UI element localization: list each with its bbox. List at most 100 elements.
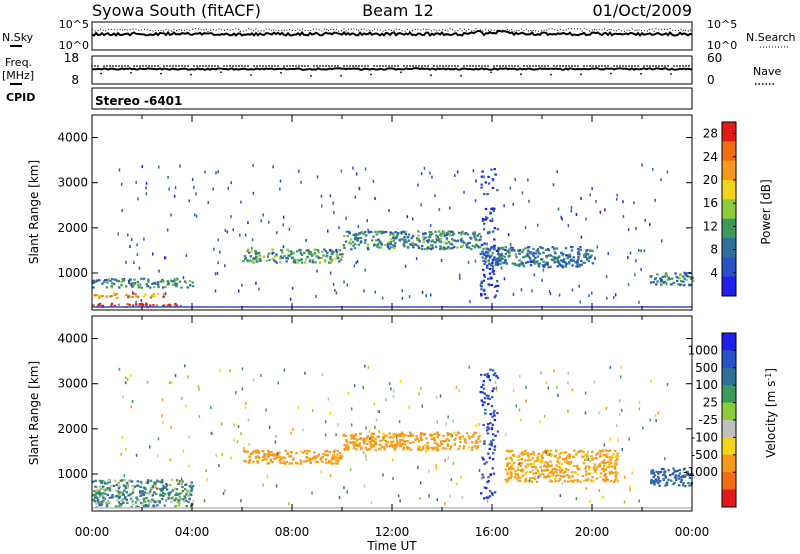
echo-cell [98,294,101,297]
echo-cell [581,450,584,453]
ground-echo [572,507,578,509]
echo-cell [524,449,527,452]
power-colorbar-swatch [722,218,736,239]
echo-cell [147,278,150,281]
echo-cell [114,505,118,508]
velocity-colorbar-swatch [722,420,736,438]
echo-cell [487,423,490,426]
nave-dot [679,65,681,67]
echo-speck [561,217,563,221]
echo-cell [385,445,389,448]
ground-echo [197,507,203,509]
ground-echo [192,507,198,509]
echo-cell [108,295,112,298]
nave-dot [340,74,342,77]
echo-cell [614,449,617,452]
echo-speck [472,169,475,173]
ground-echo [132,507,138,509]
echo-cell [326,251,329,254]
echo-cell [138,286,141,289]
nave-dot [370,73,372,76]
nave-dot [634,65,636,67]
echo-speck [252,191,255,195]
echo-speck [440,259,443,262]
ground-echo [317,306,323,308]
echo-cell [671,277,674,280]
echo-cell [170,497,173,500]
echo-cell [488,397,491,400]
echo-cell [491,270,494,273]
echo-cell [259,255,262,258]
echo-cell [517,469,520,472]
echo-cell [493,207,496,210]
echo-speck [419,496,421,500]
echo-cell [687,275,690,278]
echo-cell [482,423,485,427]
echo-speck [185,404,187,408]
echo-speck [456,170,459,174]
nave-dot [343,65,345,67]
echo-cell [383,448,386,451]
power-colorbar-label: Power [dB] [759,179,773,244]
echo-cell [485,247,488,250]
echo-cell [516,466,520,469]
echo-cell [296,261,299,264]
echo-cell [375,239,378,242]
echo-cell [564,247,568,250]
echo-cell [464,232,468,235]
echo-cell [557,473,560,477]
echo-cell [268,452,271,455]
ground-echo [427,507,433,509]
echo-cell [479,391,482,394]
echo-speck [397,494,400,498]
echo-cell [480,243,484,247]
echo-speck [240,432,242,436]
echo-cell [678,276,681,279]
echo-cell [493,227,496,230]
echo-speck [367,365,369,369]
echo-cell [115,292,119,296]
nave-dot [673,65,675,67]
echo-speck [241,283,243,287]
echo-cell [330,260,333,263]
velocity-colorbar-tick-label: -1000 [683,465,718,479]
echo-cell [482,458,485,461]
echo-cell [510,465,513,468]
ground-echo [177,306,183,308]
echo-speck [320,470,322,473]
echo-speck [214,272,217,276]
time-axis-label: Time UT [366,539,417,553]
echo-cell [178,280,182,283]
echo-speck [182,276,185,280]
echo-cell [354,243,357,246]
echo-cell [385,230,388,234]
echo-cell [331,258,334,261]
nave-dot [229,65,231,67]
echo-cell [516,479,520,482]
echo-speck [276,452,279,456]
ground-echo [562,306,568,308]
nsky-panel: N.Sky 10^5 10^0 10^5 10^0 N.Search [2,18,796,52]
nsearch-tick-bottom: 10^0 [707,39,737,52]
echo-cell [518,259,521,262]
echo-speck [283,368,286,372]
echo-cell [156,281,160,284]
echo-cell [504,258,507,261]
echo-cell [436,442,439,445]
echo-cell [105,488,108,492]
echo-cell [482,380,485,383]
ground-echo [492,306,498,308]
echo-cell [476,239,479,242]
echo-speck [558,293,561,297]
echo-cell [657,477,660,480]
echo-speck [595,470,597,474]
echo-cell [496,261,499,264]
echo-speck [514,177,516,181]
echo-speck [268,425,271,429]
echo-cell [108,487,112,490]
echo-cell [571,246,574,249]
echo-cell [508,450,512,453]
echo-cell [571,264,574,267]
ground-echo [352,507,358,509]
echo-cell [181,480,184,483]
